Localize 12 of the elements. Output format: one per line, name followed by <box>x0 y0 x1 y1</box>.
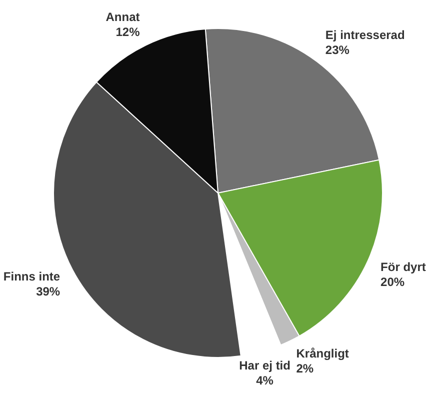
slice-label: För dyrt <box>380 260 426 274</box>
slice-label: Annat <box>106 10 140 24</box>
slice-label: Finns inte <box>3 270 60 284</box>
slice-label: Krångligt <box>296 346 349 361</box>
slice-label: Har ej tid <box>239 358 290 373</box>
data-label: 12% <box>116 24 140 39</box>
data-label: 4% <box>256 374 274 388</box>
data-label: 2% <box>296 362 314 376</box>
data-label: 20% <box>380 275 405 290</box>
data-label: 23% <box>325 42 350 57</box>
slice-label: Ej intresserad <box>325 28 405 42</box>
data-label: 39% <box>36 284 60 299</box>
